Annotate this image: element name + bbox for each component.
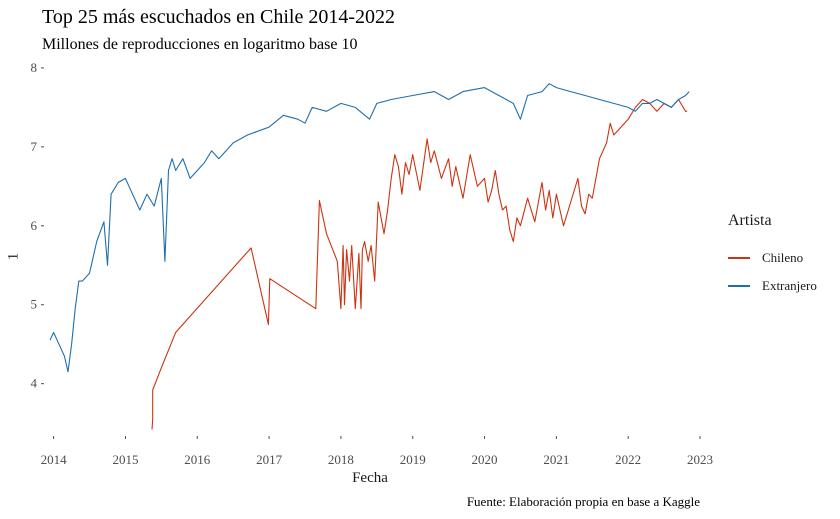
x-tick-label: 2023 (687, 452, 713, 467)
series-lines (49, 83, 690, 430)
x-tick-label: 2014 (41, 452, 68, 467)
series-line-chileno (151, 98, 688, 430)
y-axis-ticks: 4 5 6 7 8 (31, 60, 44, 391)
x-axis-label: Fecha (352, 470, 388, 486)
legend-key-extranjero (728, 285, 750, 287)
y-tick-label: 8 (31, 60, 38, 75)
x-tick-label: 2016 (184, 452, 211, 467)
chart-caption: Fuente: Elaboración propia en base a Kag… (466, 494, 700, 509)
chart-title: Top 25 más escuchados en Chile 2014-2022 (42, 6, 395, 28)
y-tick-label: 4 (31, 376, 38, 391)
x-axis-ticks: 2014 2015 2016 2017 2018 2019 2020 2021 2022 2023 (41, 436, 713, 467)
y-tick-label: 7 (31, 139, 38, 154)
legend-label-chileno: Chileno (762, 250, 804, 265)
legend-key-chileno (728, 257, 750, 259)
x-tick-label: 2019 (400, 452, 426, 467)
x-tick-label: 2015 (112, 452, 138, 467)
x-tick-label: 2022 (615, 452, 641, 467)
chart-subtitle: Millones de reproducciones en logaritmo … (42, 36, 358, 53)
x-tick-label: 2020 (472, 452, 498, 467)
x-tick-label: 2018 (328, 452, 354, 467)
x-tick-label: 2021 (543, 452, 569, 467)
y-tick-label: 6 (31, 218, 38, 233)
legend-label-extranjero: Extranjero (762, 278, 817, 293)
series-line-extranjero (49, 83, 690, 373)
legend: Artista Chileno Extranjero (728, 212, 828, 300)
y-tick-label: 5 (31, 297, 38, 312)
legend-item-chileno: Chileno (728, 244, 828, 272)
legend-title: Artista (728, 212, 772, 229)
x-tick-label: 2017 (256, 452, 283, 467)
legend-item-extranjero: Extranjero (728, 272, 828, 300)
y-axis-label: 1 (5, 252, 22, 261)
